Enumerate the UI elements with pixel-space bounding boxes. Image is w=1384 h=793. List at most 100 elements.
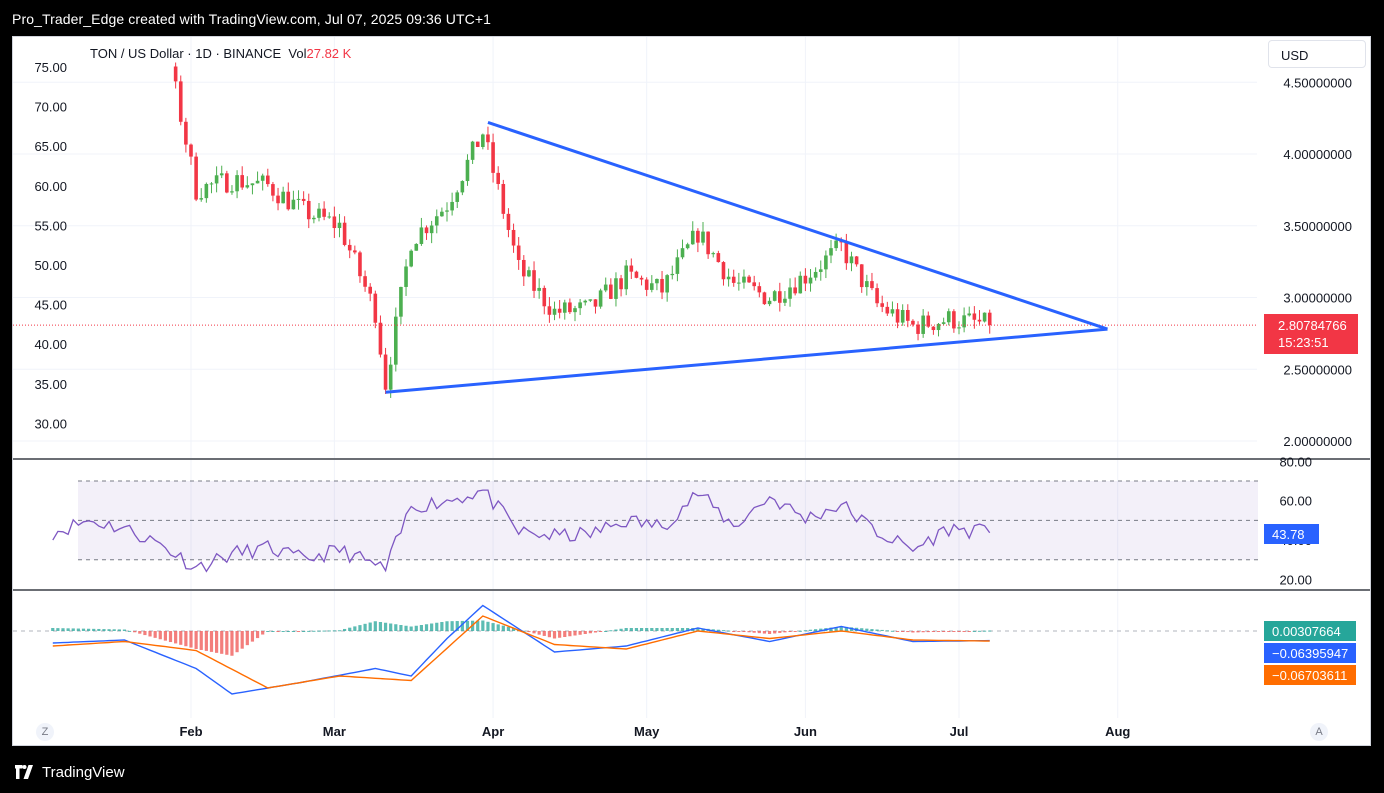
macd-histogram-bar bbox=[204, 631, 208, 651]
candle-body bbox=[936, 323, 941, 331]
candle-body bbox=[987, 312, 992, 326]
macd-histogram-bar bbox=[972, 630, 976, 632]
candle-body bbox=[501, 183, 506, 214]
candle-body bbox=[598, 290, 603, 307]
time-axis-label: Feb bbox=[179, 724, 202, 739]
right-scale-label: 3.50000000 bbox=[1283, 219, 1352, 234]
macd-histogram-bar bbox=[814, 629, 818, 631]
candle-body bbox=[342, 222, 347, 245]
macd-histogram-bar bbox=[337, 630, 342, 632]
macd-histogram-bar bbox=[209, 631, 214, 652]
candle-body bbox=[900, 309, 905, 323]
candle-body bbox=[957, 327, 961, 329]
time-axis-label: Jun bbox=[794, 724, 817, 739]
candle-body bbox=[542, 287, 547, 307]
symbol-legend[interactable]: TON / US Dollar · 1D · BINANCE Vol27.82 … bbox=[90, 46, 351, 61]
candle-body bbox=[726, 276, 731, 280]
macd-histogram-bar bbox=[926, 631, 930, 633]
macd-histogram-bar bbox=[61, 628, 65, 631]
currency-button[interactable]: USD bbox=[1268, 40, 1366, 68]
candle-body bbox=[829, 248, 833, 256]
left-scale-label: 55.00 bbox=[34, 218, 67, 233]
macd-histogram-tag: 0.00307664 bbox=[1264, 621, 1356, 641]
macd-histogram-bar bbox=[245, 631, 249, 646]
macd-histogram-bar bbox=[885, 630, 889, 632]
macd-histogram-bar bbox=[558, 631, 562, 638]
macd-histogram-bar bbox=[701, 628, 705, 631]
macd-histogram-bar bbox=[276, 631, 280, 632]
macd-histogram-bar bbox=[368, 622, 372, 631]
brand-name: TradingView bbox=[42, 763, 125, 781]
macd-histogram-bar bbox=[127, 630, 132, 632]
macd-histogram-bar bbox=[399, 625, 403, 631]
candle-body bbox=[803, 275, 808, 284]
candle-body bbox=[363, 276, 367, 287]
macd-histogram-bar bbox=[660, 628, 664, 631]
candle-body bbox=[255, 180, 260, 184]
macd-histogram-bar bbox=[414, 625, 418, 631]
left-scale-label: 35.00 bbox=[34, 377, 67, 392]
macd-histogram-bar bbox=[737, 631, 741, 632]
candle-body bbox=[537, 287, 541, 291]
candle-body bbox=[614, 278, 618, 299]
macd-histogram-bar bbox=[655, 628, 659, 631]
candle-body bbox=[491, 142, 495, 173]
candle-body bbox=[629, 265, 634, 272]
macd-histogram-bar bbox=[788, 631, 792, 632]
candle-body bbox=[706, 231, 710, 255]
candle-body bbox=[921, 315, 925, 334]
candle-body bbox=[404, 266, 408, 287]
macd-histogram-bar bbox=[901, 631, 905, 632]
auto-scale-button[interactable]: A bbox=[1310, 723, 1328, 741]
candle-body bbox=[885, 306, 890, 314]
candle-body bbox=[337, 222, 342, 229]
macd-histogram-bar bbox=[988, 630, 992, 632]
macd-histogram-bar bbox=[962, 631, 966, 632]
candle-body bbox=[813, 271, 818, 278]
left-scale-label: 40.00 bbox=[34, 337, 67, 352]
macd-histogram-bar bbox=[967, 631, 971, 632]
time-axis-label: May bbox=[634, 724, 660, 739]
macd-histogram-bar bbox=[450, 621, 454, 631]
macd-histogram-bar bbox=[629, 628, 633, 631]
candle-body bbox=[434, 216, 439, 226]
last-price-tag: 2.80784766 15:23:51 bbox=[1264, 314, 1358, 354]
trendline-lower bbox=[385, 327, 1108, 394]
candle-body bbox=[670, 273, 675, 276]
macd-histogram-bar bbox=[936, 631, 941, 632]
macd-histogram-bar bbox=[465, 620, 470, 631]
candle-body bbox=[578, 302, 582, 309]
candle-body bbox=[552, 308, 557, 315]
macd-histogram-bar bbox=[440, 622, 444, 631]
candle-body bbox=[260, 175, 265, 181]
macd-histogram-bar bbox=[583, 631, 587, 634]
candle-body bbox=[650, 283, 654, 290]
candle-body bbox=[752, 282, 756, 287]
macd-histogram-bar bbox=[793, 631, 797, 632]
candle-body bbox=[424, 227, 429, 234]
candle-body bbox=[747, 276, 751, 283]
macd-histogram-bar bbox=[92, 628, 96, 631]
tradingview-logo[interactable]: TradingView bbox=[12, 763, 125, 781]
macd-histogram-bar bbox=[573, 631, 577, 636]
candle-body bbox=[516, 245, 521, 260]
macd-histogram-bar bbox=[343, 628, 347, 631]
macd-histogram-bar bbox=[66, 628, 70, 631]
macd-histogram-bar bbox=[563, 631, 567, 637]
macd-histogram-bar bbox=[675, 628, 679, 631]
candle-body bbox=[854, 256, 859, 265]
candle-body bbox=[271, 184, 275, 196]
macd-histogram-bar bbox=[588, 631, 592, 634]
macd-histogram-bar bbox=[742, 631, 746, 632]
zoom-reset-button[interactable]: Z bbox=[36, 723, 54, 741]
macd-histogram-bar bbox=[491, 623, 495, 631]
candle-body bbox=[419, 227, 424, 244]
candle-body bbox=[982, 312, 987, 322]
macd-histogram-bar bbox=[271, 631, 275, 632]
candle-body bbox=[230, 191, 234, 193]
candle-body bbox=[194, 156, 198, 200]
candle-body bbox=[332, 216, 337, 229]
macd-histogram-bar bbox=[721, 630, 726, 632]
macd-histogram-bar bbox=[378, 622, 383, 631]
